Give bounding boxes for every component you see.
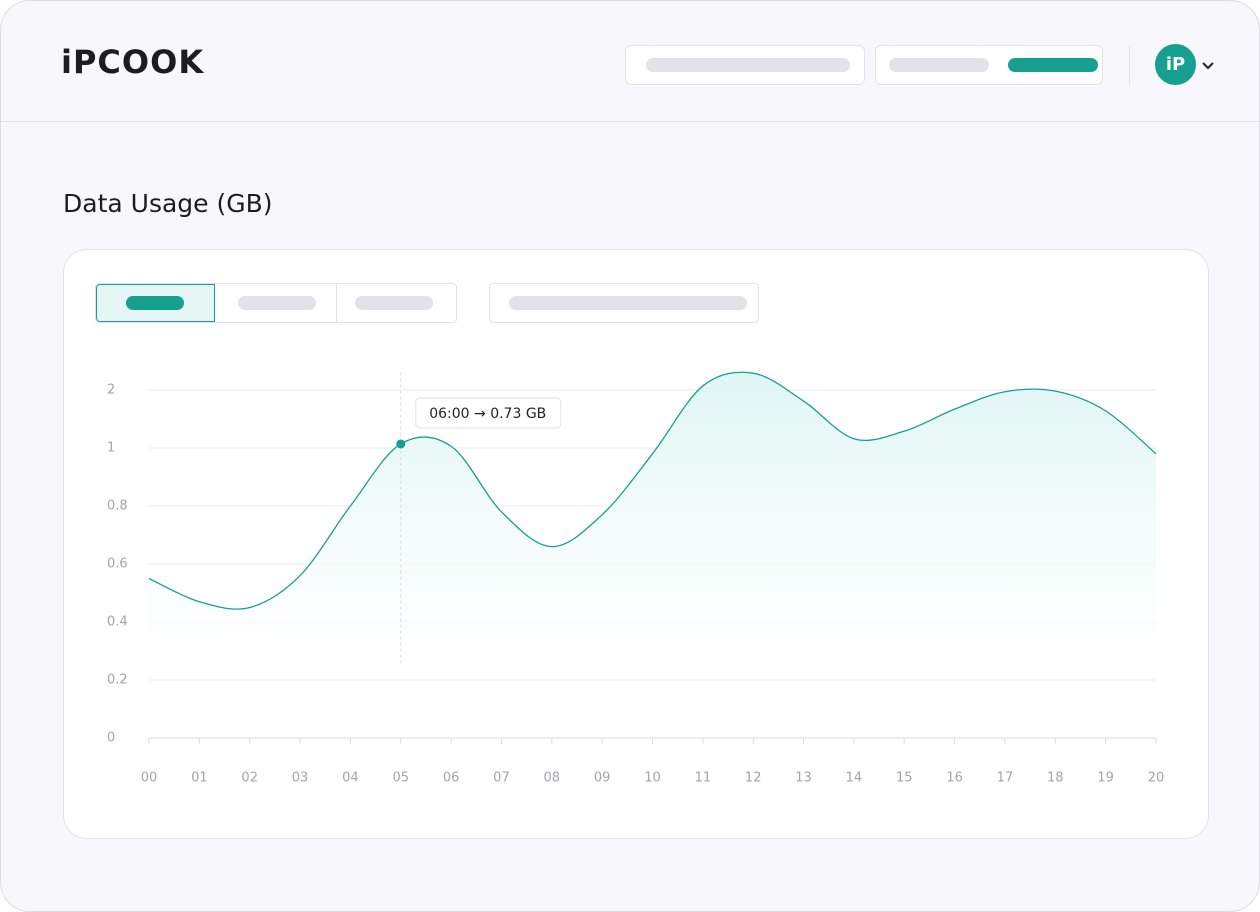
- x-tick-label: 07: [493, 771, 510, 786]
- x-tick-label: 18: [1047, 771, 1064, 786]
- tab[interactable]: [216, 284, 337, 322]
- x-tick-label: 08: [544, 771, 561, 786]
- chart-title: Data Usage (GB): [63, 189, 273, 218]
- x-tick-label: 06: [443, 771, 460, 786]
- x-tick-label: 03: [292, 771, 309, 786]
- x-tick-label: 01: [191, 771, 208, 786]
- x-tick-label: 10: [644, 771, 661, 786]
- y-tick-label: 0.6: [107, 557, 128, 572]
- date-picker[interactable]: [489, 283, 759, 323]
- x-tick-label: 00: [141, 771, 158, 786]
- tooltip-text: 06:00 → 0.73 GB: [429, 406, 546, 422]
- x-tick-label: 11: [695, 771, 712, 786]
- x-tick-label: 16: [946, 771, 963, 786]
- x-tick-label: 17: [997, 771, 1014, 786]
- line: [148, 371, 1157, 610]
- x-tick-label: 02: [241, 771, 258, 786]
- search-box[interactable]: [625, 45, 865, 85]
- x-tick-label: 13: [795, 771, 812, 786]
- y-tick-label: 0.8: [107, 499, 128, 514]
- x-tick-label: 09: [594, 771, 611, 786]
- x-tick-label: 05: [392, 771, 409, 786]
- y-tick-label: 1: [107, 441, 115, 456]
- hover-point: [396, 439, 406, 449]
- avatar[interactable]: iP: [1155, 44, 1196, 85]
- x-tick-label: 04: [342, 771, 359, 786]
- x-tick-label: 20: [1148, 771, 1165, 786]
- x-tick-label: 15: [896, 771, 913, 786]
- y-tick-label: 0: [107, 731, 115, 746]
- tab[interactable]: [337, 284, 456, 322]
- tooltip: [415, 397, 562, 429]
- tab-active[interactable]: [96, 284, 215, 322]
- x-tick-label: 12: [745, 771, 762, 786]
- y-tick-label: 0.4: [107, 615, 128, 630]
- y-tick-label: 0.2: [107, 673, 128, 688]
- x-tick-label: 14: [846, 771, 863, 786]
- logo[interactable]: iPCOOK: [61, 43, 205, 81]
- tabs: [95, 283, 457, 323]
- y-tick-label: 2: [107, 383, 115, 398]
- x-tick-label: 19: [1097, 771, 1114, 786]
- balance-box[interactable]: [875, 45, 1103, 85]
- area: [149, 372, 1156, 663]
